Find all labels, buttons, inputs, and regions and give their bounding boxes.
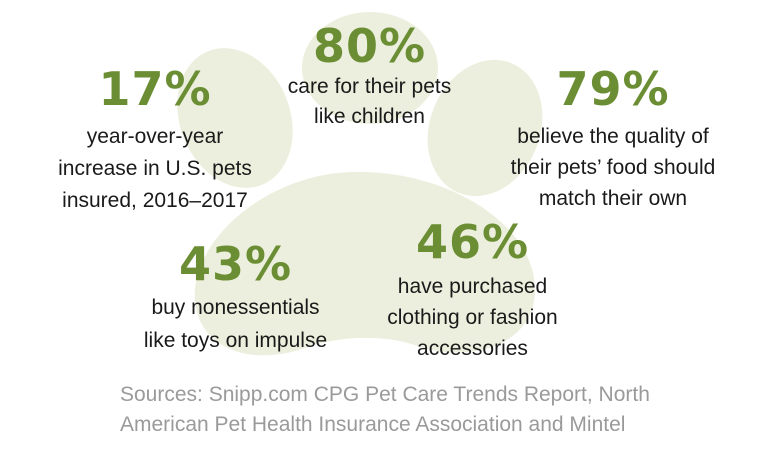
stat-line: have purchased — [397, 275, 548, 298]
paw-toe-top — [302, 12, 438, 124]
stat-line: increase in U.S. pets — [58, 157, 252, 180]
paw-toe-right — [427, 59, 543, 197]
stat-percent: 79% — [556, 62, 670, 116]
stat-line: like toys on impulse — [143, 329, 328, 352]
stat-food-quality: 79% believe the quality of their pets’ f… — [478, 65, 748, 214]
stat-clothing-accessories: 46% have purchased clothing or fashion a… — [360, 218, 585, 364]
stat-line: care for their pets — [287, 75, 452, 98]
paw-pad — [194, 171, 535, 356]
stat-percent: 17% — [98, 62, 212, 116]
stat-percent: 80% — [312, 19, 427, 73]
stat-line: accessories — [417, 337, 528, 360]
stat-line: believe the quality of — [517, 125, 709, 148]
stat-percent: 46% — [415, 215, 530, 269]
stat-line: clothing or fashion — [387, 306, 558, 329]
paw-toe-left — [177, 48, 293, 188]
sources-line: Sources: Snipp.com CPG Pet Care Trends R… — [120, 383, 650, 406]
stat-line: buy nonessentials — [151, 296, 320, 319]
stat-description: buy nonessentials like toys on impulse — [118, 291, 353, 357]
stat-line: like children — [314, 105, 425, 128]
stat-description: year-over-year increase in U.S. pets ins… — [40, 121, 270, 217]
stat-line: insured, 2016–2017 — [62, 189, 248, 212]
stat-line: year-over-year — [86, 125, 224, 148]
stat-impulse-nonessentials: 43% buy nonessentials like toys on impul… — [118, 240, 353, 357]
stat-percent: 43% — [178, 237, 293, 291]
stat-description: have purchased clothing or fashion acces… — [360, 271, 585, 364]
stat-line: match their own — [538, 187, 688, 210]
sources-note: Sources: Snipp.com CPG Pet Care Trends R… — [120, 380, 680, 440]
stat-line: their pets’ food should — [510, 156, 716, 179]
stat-description: care for their pets like children — [262, 72, 477, 132]
sources-line: American Pet Health Insurance Associatio… — [120, 413, 626, 436]
stat-pets-insured-increase: 17% year-over-year increase in U.S. pets… — [40, 65, 270, 217]
stat-description: believe the quality of their pets’ food … — [478, 121, 748, 214]
stat-care-like-children: 80% care for their pets like children — [262, 22, 477, 132]
